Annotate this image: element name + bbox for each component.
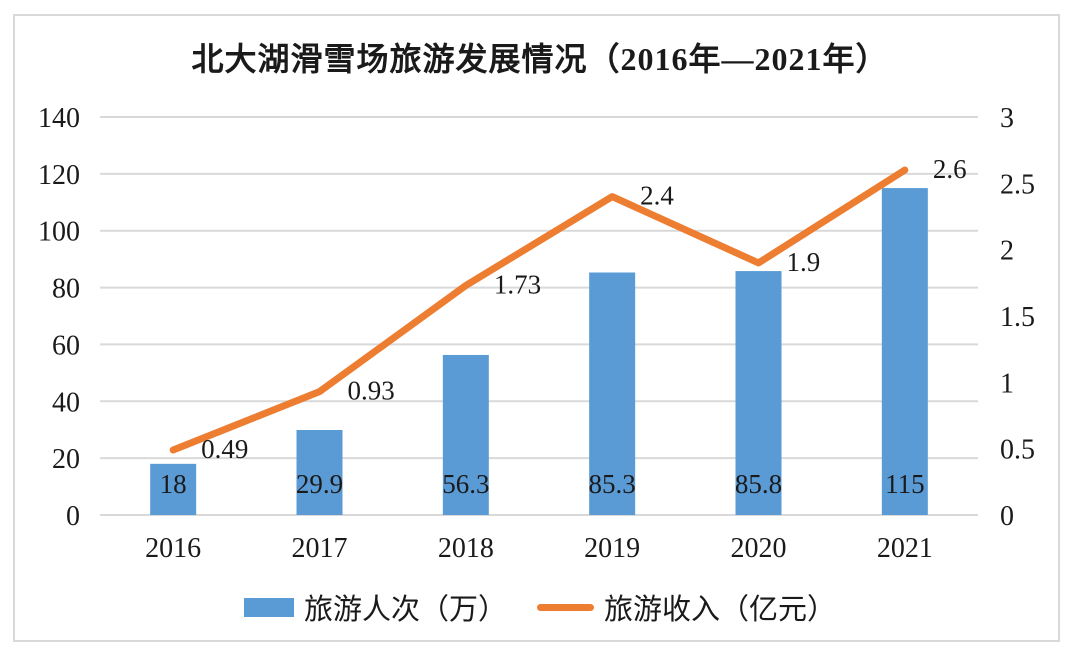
left-axis-tick: 60 [52,330,80,361]
legend: 旅游人次（万） 旅游收入（亿元） [0,586,1080,628]
bar [442,354,489,515]
bar [735,271,782,515]
bar-data-label: 56.3 [442,469,489,499]
left-axis-tick: 80 [52,274,80,305]
bar [296,429,343,515]
line-series [169,166,909,454]
left-axis-tick: 40 [52,387,80,418]
line-data-label: 2.4 [640,181,674,211]
line-data-label: 1.9 [787,247,821,277]
line-data-label: 2.6 [933,154,967,184]
line-data-label: 1.73 [494,269,541,299]
left-axis-tick: 0 [66,501,80,532]
bar-data-label: 85.3 [589,469,636,499]
left-axis-tick: 140 [38,103,80,134]
legend-item-bar: 旅游人次（万） [243,586,507,628]
bar-data-label: 29.9 [296,469,343,499]
line-series-swatch-icon [537,603,594,611]
x-axis-label: 2017 [292,533,348,564]
x-axis-label: 2016 [145,533,201,564]
line-data-label: 0.49 [201,434,248,464]
left-axis-tick: 120 [38,160,80,191]
right-axis-tick: 2.5 [1000,169,1035,200]
chart-title: 北大湖滑雪场旅游发展情况（2016年—2021年） [191,41,889,77]
bar [589,272,636,515]
bar [881,188,928,516]
x-axis-label: 2018 [438,533,494,564]
legend-item-line: 旅游收入（亿元） [537,586,836,628]
right-axis-tick: 3 [1000,103,1014,134]
legend-bar-label: 旅游人次（万） [303,594,507,626]
left-axis-tick: 20 [52,444,80,475]
right-axis-tick: 2 [1000,236,1014,267]
x-axis-label: 2019 [584,533,640,564]
bar-data-label: 115 [885,469,925,499]
right-axis-tick: 1 [1000,368,1014,399]
left-axis-tick: 100 [38,217,80,248]
right-axis-tick: 0.5 [1000,435,1035,466]
right-axis-tick: 0 [1000,501,1014,532]
line-data-label: 0.93 [348,376,395,406]
bar [150,463,197,515]
bar-data-label: 18 [160,469,187,499]
right-axis-tick: 1.5 [1000,302,1035,333]
bar-data-label: 85.8 [735,469,782,499]
x-axis-label: 2020 [731,533,787,564]
legend-line-label: 旅游收入（亿元） [604,594,837,626]
x-axis-label: 2021 [877,533,933,564]
bar-series-swatch-icon [243,597,294,617]
